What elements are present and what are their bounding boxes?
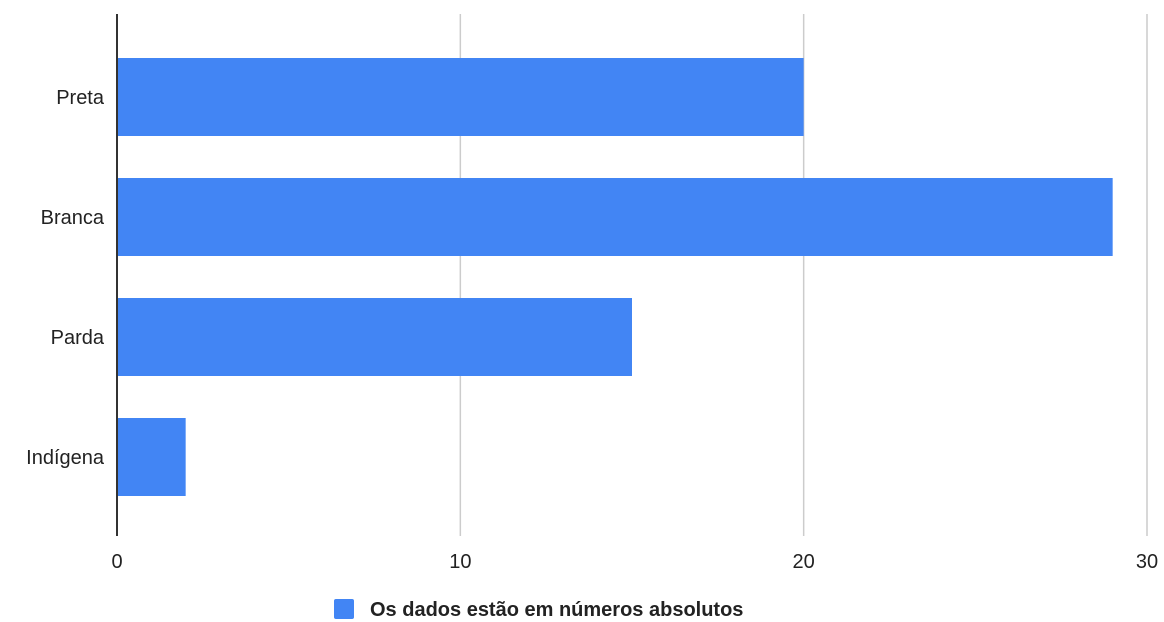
x-tick-label: 10 bbox=[449, 551, 471, 573]
category-label: Indígena bbox=[26, 447, 105, 469]
legend-swatch bbox=[334, 599, 354, 619]
category-label: Parda bbox=[51, 327, 105, 349]
bar-parda bbox=[117, 298, 632, 376]
category-labels: Preta Branca Parda Indígena bbox=[26, 87, 105, 469]
bars bbox=[117, 58, 1113, 496]
x-tick-label: 0 bbox=[111, 551, 122, 573]
bar-branca bbox=[117, 178, 1113, 256]
x-tick-label: 30 bbox=[1136, 551, 1158, 573]
category-label: Branca bbox=[41, 207, 105, 229]
category-label: Preta bbox=[56, 87, 105, 109]
bar-indígena bbox=[117, 418, 186, 496]
bar-preta bbox=[117, 58, 804, 136]
legend-label: Os dados estão em números absolutos bbox=[370, 599, 743, 621]
x-tick-label: 20 bbox=[793, 551, 815, 573]
x-tick-labels: 0 10 20 30 bbox=[111, 551, 1158, 573]
legend: Os dados estão em números absolutos bbox=[334, 599, 743, 621]
